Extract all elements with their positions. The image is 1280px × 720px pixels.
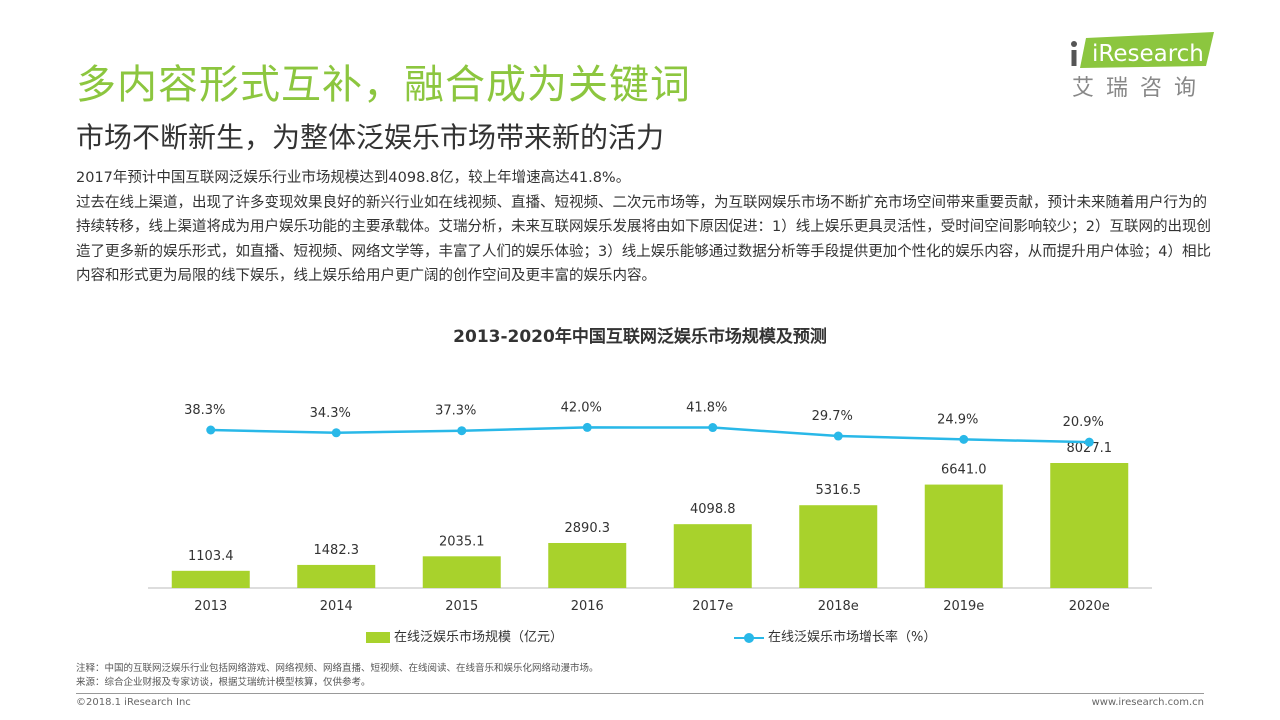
growth-point: [959, 434, 969, 444]
page-title: 多内容形式互补，融合成为关键词: [76, 62, 691, 108]
bar-value-label: 2035.1: [439, 534, 485, 549]
body-paragraph: 过去在线上渠道，出现了许多变现效果良好的新兴行业如在线视频、直播、短视频、二次元…: [76, 194, 1211, 285]
bar: [924, 484, 1003, 588]
x-tick-label: 2015: [445, 599, 478, 614]
x-tick-label: 2018e: [818, 599, 859, 614]
source-text: 来源：综合企业财报及专家访谈，根据艾瑞统计模型核算，仅供参考。: [76, 677, 371, 688]
growth-value-label: 24.9%: [937, 412, 978, 427]
page-subtitle: 市场不断新生，为整体泛娱乐市场带来新的活力: [76, 121, 665, 154]
x-tick-label: 2013: [194, 599, 227, 614]
bar: [171, 570, 250, 588]
body-line-1: 2017年预计中国互联网泛娱乐行业市场规模达到4098.8亿，较上年增速高达41…: [76, 170, 631, 186]
growth-line: [210, 426, 1090, 444]
note-text: 注释：中国的互联网泛娱乐行业包括网络游戏、网络视频、网络直播、短视频、在线阅读、…: [76, 663, 599, 674]
bar-value-label: 2890.3: [565, 521, 611, 536]
legend-bar: 在线泛娱乐市场规模（亿元）: [366, 626, 563, 645]
bar-value-label: 4098.8: [690, 502, 736, 517]
iresearch-logo: iResearch 艾瑞咨询: [1068, 30, 1218, 106]
growth-value-label: 20.9%: [1063, 415, 1104, 430]
growth-value-label: 38.3%: [184, 403, 225, 418]
footer-copyright: ©2018.1 iResearch Inc: [76, 697, 191, 708]
bar: [548, 542, 627, 588]
growth-point: [331, 428, 341, 438]
bar: [422, 556, 501, 588]
growth-point: [833, 431, 843, 441]
chart-title: 2013-2020年中国互联网泛娱乐市场规模及预测: [453, 327, 827, 347]
growth-point: [457, 426, 467, 436]
footer-website[interactable]: www.iresearch.com.cn: [1091, 697, 1204, 708]
growth-value-label: 42.0%: [561, 400, 602, 415]
bar: [673, 524, 752, 588]
legend-line: 在线泛娱乐市场增长率（%）: [734, 626, 936, 645]
growth-value-label: 37.3%: [435, 404, 476, 419]
x-tick-label: 2014: [320, 599, 353, 614]
growth-point: [206, 425, 216, 435]
bar-value-label: 1103.4: [188, 549, 234, 564]
x-tick-label: 2016: [571, 599, 604, 614]
growth-point: [708, 423, 718, 433]
footer-divider: [76, 693, 1204, 694]
growth-value-label: 29.7%: [812, 409, 853, 424]
growth-point: [582, 422, 592, 432]
x-tick-label: 2020e: [1069, 599, 1110, 614]
growth-value-label: 41.8%: [686, 401, 727, 416]
legend-bar-swatch: [366, 632, 390, 643]
bar-value-label: 1482.3: [314, 543, 360, 558]
x-tick-label: 2019e: [943, 599, 984, 614]
bar: [1050, 463, 1129, 588]
logo-brand-text: iResearch: [1092, 41, 1204, 67]
bar: [297, 564, 376, 588]
bar-value-label: 5316.5: [816, 483, 862, 498]
bar-value-label: 6641.0: [941, 463, 987, 478]
bar-value-label: 8027.1: [1067, 441, 1113, 456]
body-text: 2017年预计中国互联网泛娱乐行业市场规模达到4098.8亿，较上年增速高达41…: [76, 166, 1216, 289]
bar: [799, 505, 878, 588]
growth-value-label: 34.3%: [310, 406, 351, 421]
iresearch-logo-mark: iResearch: [1071, 32, 1214, 68]
logo-cn-text: 艾瑞咨询: [1072, 76, 1209, 101]
market-chart: 1103.4 2013 1482.3 2014 2035.1 2015 2890.3 2016…: [148, 400, 1152, 614]
legend-bar-label: 在线泛娱乐市场规模（亿元）: [394, 630, 564, 645]
notes: 注释：中国的互联网泛娱乐行业包括网络游戏、网络视频、网络直播、短视频、在线阅读、…: [76, 662, 599, 690]
legend-line-swatch: [734, 632, 764, 644]
growth-point: [1084, 437, 1094, 447]
legend-line-label: 在线泛娱乐市场增长率（%）: [768, 630, 937, 645]
x-tick-label: 2017e: [692, 599, 733, 614]
